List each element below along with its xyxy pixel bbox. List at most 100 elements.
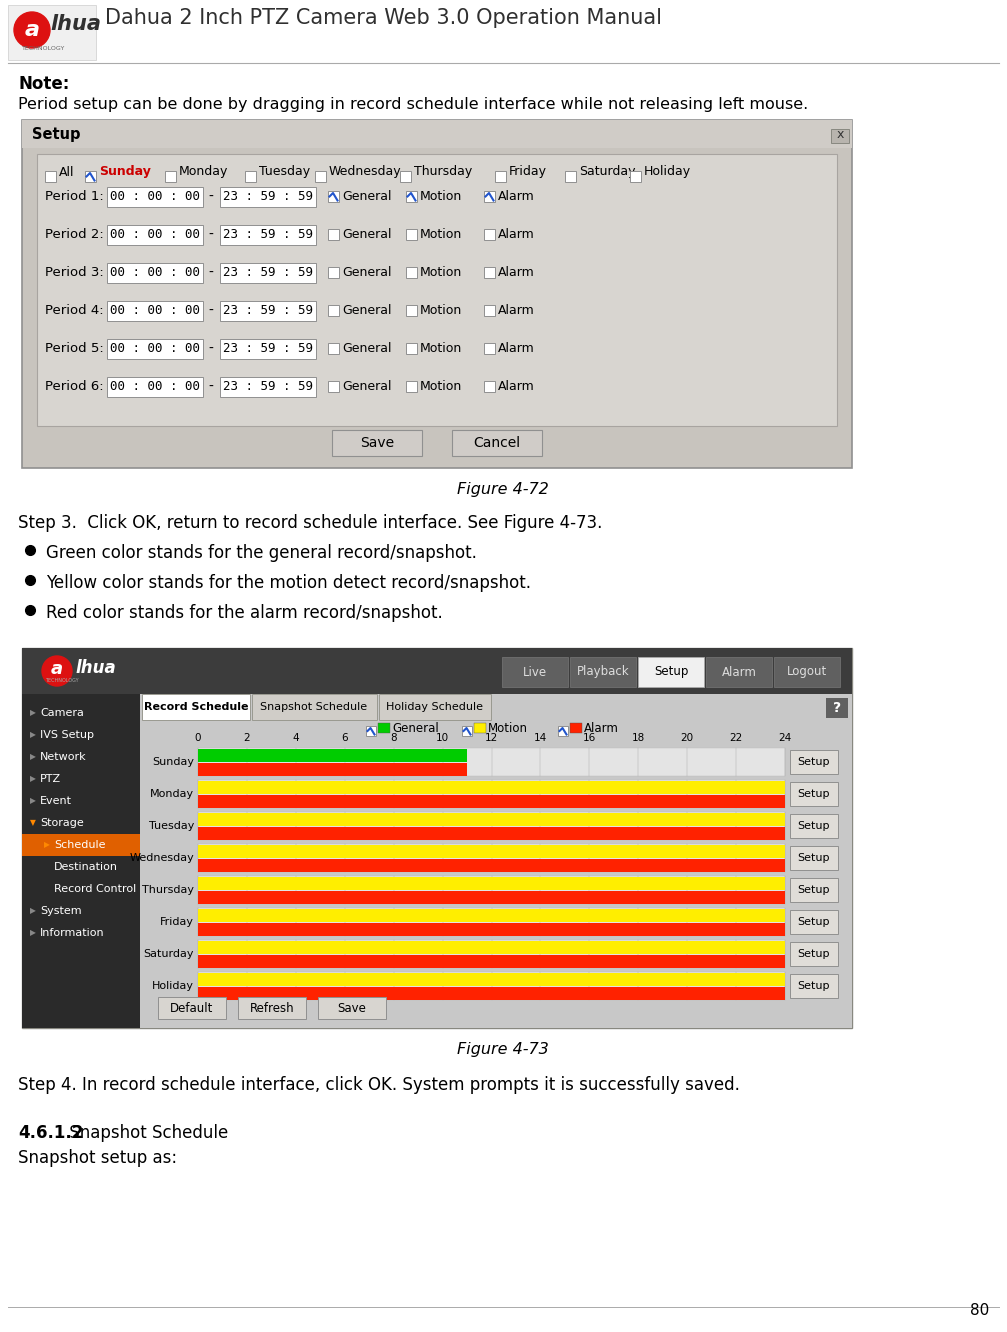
Text: 23 : 59 : 59: 23 : 59 : 59: [223, 190, 313, 204]
Bar: [107, 225, 203, 245]
Bar: [484, 381, 495, 392]
Text: Friday: Friday: [160, 916, 194, 927]
Text: Alarm: Alarm: [722, 666, 756, 678]
Text: -: -: [208, 342, 212, 356]
Text: 8: 8: [391, 733, 397, 743]
Text: Snapshot setup as:: Snapshot setup as:: [18, 1150, 177, 1167]
Bar: [198, 781, 785, 794]
Bar: [198, 876, 785, 890]
Text: Motion: Motion: [420, 266, 462, 280]
Text: Yellow color stands for the motion detect record/snapshot.: Yellow color stands for the motion detec…: [46, 574, 531, 591]
Text: Live: Live: [523, 666, 547, 678]
Text: Tuesday: Tuesday: [149, 821, 194, 831]
Text: General: General: [342, 342, 392, 356]
Bar: [37, 155, 837, 426]
Text: Alarm: Alarm: [498, 266, 535, 280]
Text: 00 : 00 : 00: 00 : 00 : 00: [110, 266, 200, 280]
Bar: [198, 795, 785, 809]
Text: Motion: Motion: [420, 229, 462, 241]
Bar: [328, 266, 339, 278]
Bar: [790, 782, 838, 806]
Text: Thursday: Thursday: [142, 884, 194, 895]
Text: Motion: Motion: [420, 190, 462, 204]
Bar: [570, 657, 636, 687]
Bar: [774, 657, 840, 687]
Bar: [790, 878, 838, 902]
Bar: [220, 186, 316, 206]
Text: 00 : 00 : 00: 00 : 00 : 00: [110, 342, 200, 356]
Bar: [328, 344, 339, 354]
Text: 00 : 00 : 00: 00 : 00 : 00: [110, 190, 200, 204]
Bar: [462, 726, 472, 737]
Text: ▶: ▶: [30, 730, 36, 739]
Bar: [198, 987, 785, 1000]
Text: 23 : 59 : 59: 23 : 59 : 59: [223, 381, 313, 393]
Text: 14: 14: [534, 733, 547, 743]
Text: 2: 2: [244, 733, 250, 743]
Bar: [452, 430, 542, 456]
Text: Figure 4-73: Figure 4-73: [457, 1042, 549, 1058]
Text: Friday: Friday: [509, 165, 547, 178]
Bar: [790, 910, 838, 934]
Text: Default: Default: [170, 1002, 213, 1015]
Bar: [85, 170, 96, 182]
Bar: [406, 381, 417, 392]
Text: Destination: Destination: [54, 862, 118, 872]
Bar: [198, 891, 785, 904]
Bar: [378, 723, 390, 733]
Text: Period 6:: Period 6:: [45, 381, 104, 393]
Bar: [198, 923, 785, 936]
Text: Storage: Storage: [40, 818, 84, 829]
Bar: [332, 430, 422, 456]
Text: Period 4:: Period 4:: [45, 305, 104, 317]
Bar: [107, 301, 203, 321]
Text: General: General: [342, 266, 392, 280]
Bar: [406, 190, 417, 202]
Bar: [630, 170, 641, 182]
Text: Setup: Setup: [798, 852, 830, 863]
Bar: [198, 908, 785, 922]
Bar: [245, 170, 256, 182]
Bar: [198, 813, 785, 840]
Bar: [238, 996, 306, 1019]
Text: Wednesday: Wednesday: [329, 165, 402, 178]
Bar: [198, 749, 785, 777]
Bar: [379, 694, 491, 721]
Text: Playback: Playback: [577, 666, 629, 678]
Bar: [484, 229, 495, 240]
Bar: [565, 170, 576, 182]
Bar: [315, 170, 326, 182]
Circle shape: [42, 655, 71, 686]
Text: General: General: [392, 722, 439, 734]
Bar: [22, 120, 852, 468]
Bar: [198, 859, 785, 872]
Text: 23 : 59 : 59: 23 : 59 : 59: [223, 229, 313, 241]
Text: -: -: [208, 228, 212, 242]
Text: x: x: [836, 128, 844, 141]
Text: a: a: [51, 659, 63, 678]
Text: General: General: [342, 381, 392, 393]
Text: Alarm: Alarm: [498, 229, 535, 241]
Text: Record Control: Record Control: [54, 884, 136, 894]
Bar: [198, 844, 785, 872]
Bar: [198, 813, 785, 826]
Text: -: -: [208, 304, 212, 318]
Bar: [570, 723, 582, 733]
Text: ▶: ▶: [30, 907, 36, 915]
Bar: [198, 763, 467, 777]
Text: Setup: Setup: [798, 916, 830, 927]
Text: lhua: lhua: [75, 659, 116, 677]
Text: Motion: Motion: [420, 305, 462, 317]
Text: Setup: Setup: [798, 948, 830, 959]
Text: All: All: [59, 165, 75, 178]
Bar: [220, 340, 316, 360]
Text: 6: 6: [341, 733, 348, 743]
Text: Step 3.  Click OK, return to record schedule interface. See Figure 4-73.: Step 3. Click OK, return to record sched…: [18, 514, 602, 531]
Text: Holiday: Holiday: [644, 165, 691, 178]
Bar: [790, 814, 838, 838]
Bar: [328, 381, 339, 392]
Text: a: a: [24, 20, 39, 40]
Bar: [198, 940, 785, 968]
Text: Alarm: Alarm: [498, 381, 535, 393]
Text: Snapshot Schedule: Snapshot Schedule: [64, 1124, 229, 1142]
